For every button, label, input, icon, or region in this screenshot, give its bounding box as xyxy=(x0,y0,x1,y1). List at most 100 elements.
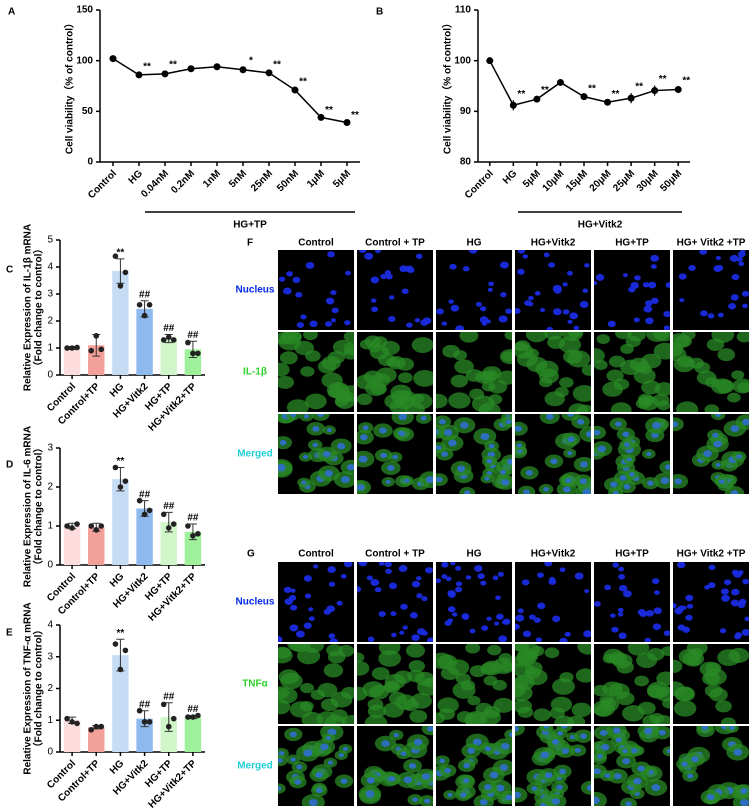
cell xyxy=(371,373,391,387)
nucleus xyxy=(535,637,542,642)
micrograph xyxy=(436,250,512,330)
nucleus xyxy=(543,487,549,492)
y-tick-label: 0 xyxy=(47,747,53,758)
annotation: ## xyxy=(163,323,175,334)
cell xyxy=(359,339,374,350)
nucleus xyxy=(313,564,319,569)
cell xyxy=(378,650,402,667)
cell xyxy=(300,682,315,694)
data-point xyxy=(170,715,177,722)
y-tick-label: 2 xyxy=(47,316,53,327)
micrograph xyxy=(594,562,670,642)
micrograph xyxy=(594,332,670,412)
nucleus xyxy=(324,321,333,327)
background xyxy=(515,250,591,330)
cell xyxy=(326,644,343,657)
nucleus xyxy=(561,726,568,729)
cell xyxy=(383,702,405,718)
nucleus xyxy=(464,490,471,494)
data-point xyxy=(93,723,100,730)
cell xyxy=(413,369,433,387)
cell xyxy=(594,704,612,717)
nucleus xyxy=(622,431,630,438)
nucleus xyxy=(586,430,591,438)
nucleus xyxy=(278,786,282,791)
micrograph xyxy=(515,250,591,330)
nucleus xyxy=(618,566,625,572)
cell xyxy=(676,401,699,412)
cell xyxy=(596,334,611,345)
nucleus xyxy=(574,572,584,580)
nucleus xyxy=(719,628,727,634)
nucleus xyxy=(691,756,699,763)
cell xyxy=(662,746,670,757)
nucleus xyxy=(539,308,546,313)
cell xyxy=(515,684,533,702)
cell xyxy=(610,402,632,412)
annotation: ** xyxy=(325,105,333,116)
nucleus xyxy=(715,414,721,418)
cell xyxy=(579,426,591,443)
nucleus xyxy=(364,252,374,260)
micrograph xyxy=(594,250,670,330)
cell xyxy=(299,701,314,712)
cell xyxy=(357,374,377,390)
nucleus xyxy=(708,564,716,571)
nucleus xyxy=(286,271,293,277)
cell xyxy=(453,350,468,361)
nucleus xyxy=(517,268,525,275)
annotation: ## xyxy=(163,691,175,702)
nucleus xyxy=(290,588,296,593)
cell xyxy=(571,702,591,718)
nucleus xyxy=(374,586,382,593)
cell xyxy=(649,713,664,724)
nucleus xyxy=(300,314,307,320)
nucleus xyxy=(562,309,570,315)
nucleus xyxy=(309,320,318,328)
y-axis-label: （Fold change to control） xyxy=(32,443,45,571)
nucleus xyxy=(543,252,550,258)
y-axis-label: Cell viability（% of control） xyxy=(441,18,454,154)
nucleus xyxy=(358,455,368,463)
annotation: ** xyxy=(682,76,690,87)
y-tick-label: 0 xyxy=(87,157,93,168)
cell xyxy=(711,378,733,395)
y-axis-label: Cell viability（% of control） xyxy=(63,18,76,154)
nucleus xyxy=(329,638,339,642)
nucleus xyxy=(455,325,465,330)
y-axis-label: Relative Expression of IL-1β mRNA xyxy=(23,224,34,391)
y-tick-label: 1 xyxy=(47,521,53,532)
nucleus xyxy=(622,758,630,765)
x-tick-label: 15μM xyxy=(564,168,590,194)
cell xyxy=(533,708,551,722)
cell xyxy=(554,386,569,398)
data-point xyxy=(165,723,172,730)
column-label: HG+Vitk2 xyxy=(531,238,576,249)
nucleus xyxy=(390,611,397,617)
nucleus xyxy=(279,439,287,446)
bar xyxy=(63,348,81,375)
cell xyxy=(580,780,591,795)
nucleus xyxy=(546,326,554,330)
nucleus xyxy=(404,265,414,273)
nucleus xyxy=(290,757,296,762)
background xyxy=(594,562,670,642)
nucleus xyxy=(492,575,499,581)
nucleus xyxy=(664,464,670,470)
nucleus xyxy=(666,749,670,754)
nucleus xyxy=(515,307,521,314)
nucleus xyxy=(580,461,588,468)
y-tick-label: 3 xyxy=(47,443,53,454)
nucleus xyxy=(480,306,487,312)
micrograph xyxy=(673,332,749,412)
nucleus xyxy=(594,429,601,436)
nucleus xyxy=(480,580,487,586)
data-point xyxy=(160,511,167,518)
micrograph xyxy=(673,414,749,494)
nucleus xyxy=(611,626,619,633)
cell xyxy=(702,671,721,686)
nucleus xyxy=(465,575,472,580)
nucleus xyxy=(304,593,312,599)
cell xyxy=(278,362,290,377)
nucleus xyxy=(544,562,553,567)
